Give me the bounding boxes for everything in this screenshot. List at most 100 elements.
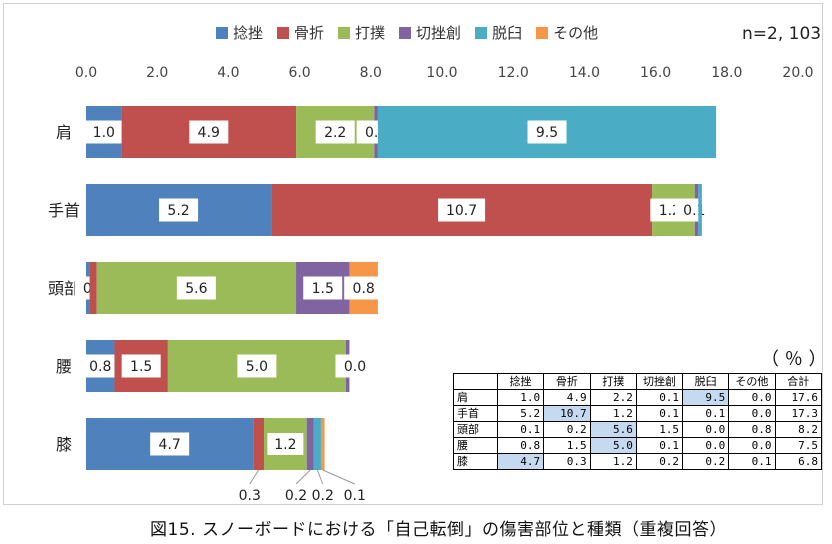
bar-segment xyxy=(89,262,97,314)
data-label-bg xyxy=(335,354,375,378)
table-cell: 1.5 xyxy=(543,437,591,454)
table-row: 肩 1.0 4.9 2.2 0.1 9.5 0.0 17.6 xyxy=(453,389,822,406)
table-cell: 8.2 xyxy=(774,421,822,438)
data-label-bg xyxy=(176,276,216,300)
table-cell: 0.8 xyxy=(496,437,545,454)
table-header-cell: 捻挫 xyxy=(496,373,545,390)
x-tick-label: 16.0 xyxy=(640,65,671,81)
table-header-cell: 打撲 xyxy=(589,373,637,390)
data-label-bg xyxy=(303,276,343,300)
table-row-label: 頭部 xyxy=(453,421,498,438)
table-cell: 10.7 xyxy=(543,405,591,422)
sample-size-label: n=2, 103 xyxy=(742,24,822,44)
table-header-cell xyxy=(453,373,498,390)
table-cell: 0.0 xyxy=(728,437,776,454)
table-cell: 0.8 xyxy=(728,421,776,438)
table-cell: 5.0 xyxy=(589,437,637,454)
data-table: 捻挫 骨折 打撲 切挫創 脱臼 その他 合計肩 1.0 4.9 2.2 0.1 9.5 0.0 17.6 手… xyxy=(453,373,822,470)
data-label: 0.8 xyxy=(353,281,375,297)
table-cell: 4.7 xyxy=(496,453,545,470)
table-cell: 2.2 xyxy=(589,389,637,406)
legend-label: その他 xyxy=(553,24,599,42)
data-label: 4.9 xyxy=(198,125,220,141)
data-label-bg xyxy=(315,120,355,144)
data-label: 5.0 xyxy=(246,359,268,375)
data-label: 0.8 xyxy=(89,359,111,375)
data-label-bg xyxy=(438,198,486,222)
x-tick-label: 20.0 xyxy=(782,65,813,81)
data-label: 2.2 xyxy=(324,125,346,141)
bar-segment xyxy=(313,418,321,470)
table-cell: 0.0 xyxy=(728,389,776,406)
table-header-row: 捻挫 骨折 打撲 切挫創 脱臼 その他 合計 xyxy=(453,373,822,390)
legend-swatch xyxy=(277,26,290,39)
table-cell: 0.3 xyxy=(543,453,591,470)
legend-item: 骨折 xyxy=(277,22,324,43)
x-tick-label: 14.0 xyxy=(569,65,600,81)
legend-label: 捻挫 xyxy=(233,24,264,42)
x-tick-label: 8.0 xyxy=(360,65,382,81)
data-label-bg xyxy=(237,354,277,378)
data-label-bg xyxy=(189,120,229,144)
legend-swatch xyxy=(399,26,412,39)
leader-line xyxy=(316,469,324,485)
table-cell: 5.2 xyxy=(496,405,545,422)
category-label: 肩 xyxy=(56,123,72,142)
legend-label: 骨折 xyxy=(294,24,325,42)
data-label: 9.5 xyxy=(536,125,558,141)
data-label: 10.7 xyxy=(446,203,477,219)
table-row-label: 腰 xyxy=(453,437,498,454)
table-row-label: 肩 xyxy=(453,389,498,406)
data-label: 1.2 xyxy=(274,437,296,453)
data-label-bg xyxy=(527,120,567,144)
table-row-label: 手首 xyxy=(453,405,498,422)
table-row: 膝 4.7 0.3 1.2 0.2 0.2 0.1 6.8 xyxy=(453,453,822,470)
data-label: 0.2 xyxy=(285,488,307,504)
bar-segment xyxy=(698,184,702,236)
data-label: 1.5 xyxy=(130,359,152,375)
legend: 捻挫 骨折 打撲 切挫創 脱臼 その他 xyxy=(216,22,598,43)
category-label: 腰 xyxy=(56,357,72,376)
table-cell: 9.5 xyxy=(682,389,730,406)
data-label-bg xyxy=(267,433,304,455)
legend-item: 脱臼 xyxy=(475,22,522,43)
table-cell: 0.0 xyxy=(728,405,776,422)
data-label-bg xyxy=(159,198,199,222)
data-label: 0.1 xyxy=(683,203,705,219)
legend-item: 切挫創 xyxy=(399,22,461,43)
x-tick-label: 4.0 xyxy=(217,65,239,81)
table-cell: 4.9 xyxy=(543,389,591,406)
leader-line xyxy=(322,469,355,485)
legend-label: 脱臼 xyxy=(492,24,523,42)
table-cell: 17.3 xyxy=(774,405,822,422)
data-label-bg xyxy=(121,354,161,378)
table-cell: 5.6 xyxy=(589,421,637,438)
bar-segment xyxy=(253,418,264,470)
table-header-cell: 骨折 xyxy=(543,373,591,390)
data-label-bg xyxy=(674,198,714,222)
table-cell: 1.0 xyxy=(496,389,545,406)
category-label: 頭部 xyxy=(48,279,80,298)
data-label: 0.2 xyxy=(312,488,334,504)
data-label: 0.0 xyxy=(344,359,366,375)
table-cell: 0.2 xyxy=(682,453,730,470)
table-cell: 0.0 xyxy=(682,421,730,438)
table-cell: 0.0 xyxy=(682,437,730,454)
table-cell: 17.6 xyxy=(774,389,822,406)
legend-swatch xyxy=(338,26,351,39)
table-cell: 0.2 xyxy=(635,453,684,470)
legend-swatch xyxy=(475,26,488,39)
table-row-label: 膝 xyxy=(453,453,498,470)
table-cell: 0.1 xyxy=(728,453,776,470)
table-header-cell: 脱臼 xyxy=(682,373,730,390)
chart-frame: 0.0 2.0 4.0 6.0 8.0 10.0 12.0 14.0 16.0 18.0 20.0 肩… xyxy=(3,3,826,505)
bar-segment xyxy=(320,418,325,470)
table-cell: 0.1 xyxy=(635,405,684,422)
legend-label: 切挫創 xyxy=(416,24,462,42)
data-label: 0.3 xyxy=(239,488,261,504)
x-tick-label: 2.0 xyxy=(146,65,168,81)
bar-segment xyxy=(306,418,314,470)
table-cell: 1.5 xyxy=(635,421,684,438)
figure-caption: 図15. スノーボードにおける「自己転倒」の傷害部位と種類（重複回答） xyxy=(150,520,727,540)
table-cell: 7.5 xyxy=(774,437,822,454)
